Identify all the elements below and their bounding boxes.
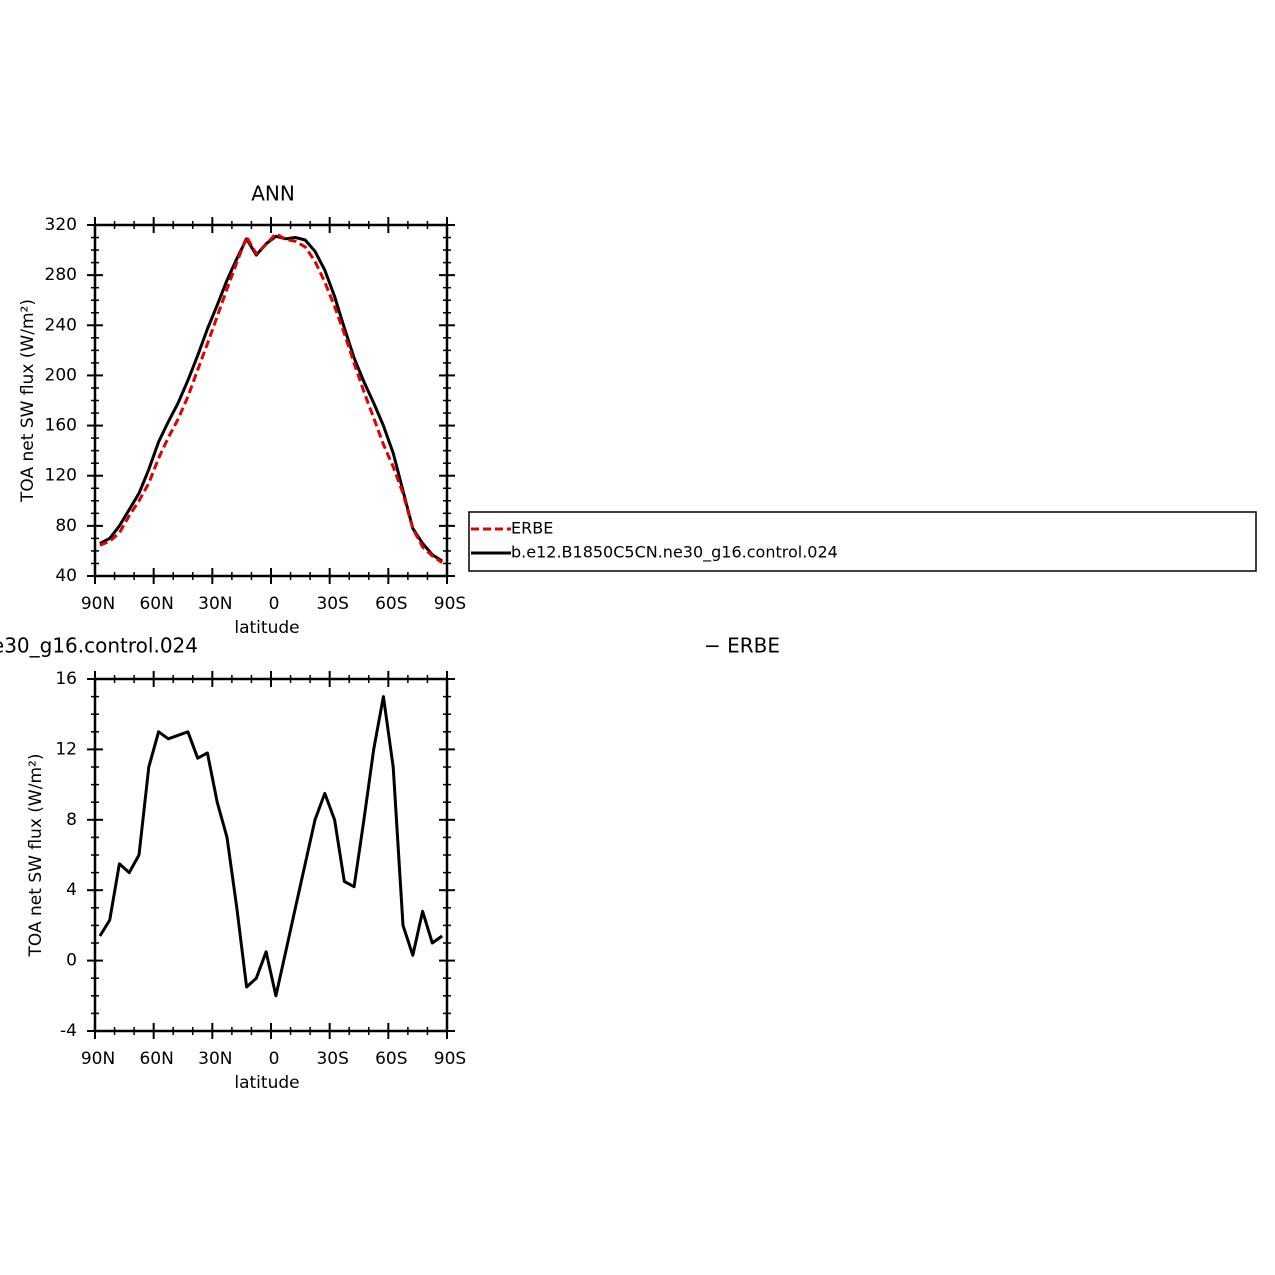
x-tick-label: 90N: [81, 594, 115, 614]
x-tick-label: 90S: [434, 1049, 466, 1069]
y-tick-label: 120: [45, 466, 77, 486]
y-axis-label: TOA net SW flux (W/m²): [26, 754, 46, 958]
chart-title: b.e12.B1850C5CN.ne30_g16.control.024: [0, 634, 198, 658]
legend-box: [468, 511, 1257, 572]
y-tick-label: 8: [66, 810, 77, 830]
x-axis-label: latitude: [234, 1073, 299, 1093]
y-tick-label: 16: [55, 669, 77, 689]
y-tick-label: 280: [45, 265, 77, 285]
x-tick-label: 30S: [316, 594, 348, 614]
chart-title: ANN: [251, 182, 295, 206]
x-tick-label: 60N: [139, 594, 173, 614]
y-tick-label: 160: [45, 416, 77, 436]
y-tick-label: 200: [45, 365, 77, 385]
y-tick-label: 80: [55, 516, 77, 536]
x-tick-label: 60S: [375, 1049, 407, 1069]
x-axis-label: latitude: [234, 618, 299, 638]
x-tick-label: 30S: [316, 1049, 348, 1069]
y-tick-label: 320: [45, 215, 77, 235]
x-tick-label: 0: [269, 594, 280, 614]
legend-label: b.e12.B1850C5CN.ne30_g16.control.024: [511, 543, 838, 563]
y-tick-label: -4: [60, 1021, 77, 1041]
chart-title: − ERBE: [704, 634, 780, 658]
plot-frame: [93, 223, 449, 578]
x-tick-label: 90N: [81, 1049, 115, 1069]
x-tick-label: 90S: [434, 594, 466, 614]
y-axis-label: TOA net SW flux (W/m²): [18, 299, 38, 503]
y-tick-label: 0: [66, 951, 77, 971]
x-tick-label: 60S: [375, 594, 407, 614]
data-line: [99, 232, 443, 564]
y-tick-label: 12: [55, 739, 77, 759]
x-tick-label: 30N: [198, 594, 232, 614]
y-tick-label: 4: [66, 880, 77, 900]
data-line: [98, 695, 443, 998]
x-tick-label: 0: [269, 1049, 280, 1069]
x-tick-label: 60N: [139, 1049, 173, 1069]
x-tick-label: 30N: [198, 1049, 232, 1069]
y-tick-label: 40: [55, 566, 77, 586]
legend-label: ERBE: [511, 519, 553, 538]
y-tick-label: 240: [45, 315, 77, 335]
data-line: [99, 234, 443, 563]
